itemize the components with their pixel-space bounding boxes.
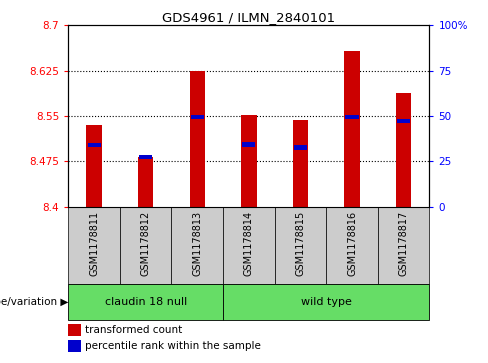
Bar	[326, 207, 378, 285]
Bar	[171, 207, 223, 285]
Bar	[138, 156, 153, 207]
Bar	[397, 119, 410, 123]
Text: percentile rank within the sample: percentile rank within the sample	[84, 341, 261, 351]
Bar	[68, 340, 81, 352]
Text: GSM1178812: GSM1178812	[141, 211, 151, 276]
Bar	[396, 93, 411, 207]
Text: GSM1178811: GSM1178811	[89, 211, 99, 276]
Text: transformed count: transformed count	[84, 325, 182, 335]
Bar	[223, 285, 429, 320]
Bar	[68, 207, 120, 285]
Bar	[223, 207, 275, 285]
Bar	[87, 143, 101, 147]
Text: GSM1178816: GSM1178816	[347, 211, 357, 276]
Bar	[293, 120, 308, 207]
Text: GSM1178814: GSM1178814	[244, 211, 254, 276]
Text: wild type: wild type	[301, 297, 352, 307]
Bar	[191, 115, 204, 119]
Bar	[68, 324, 81, 336]
Text: claudin 18 null: claudin 18 null	[104, 297, 187, 307]
Text: GSM1178817: GSM1178817	[399, 211, 408, 276]
Bar	[120, 207, 171, 285]
Bar	[241, 115, 257, 207]
Bar	[346, 115, 359, 119]
Text: GSM1178813: GSM1178813	[192, 211, 203, 276]
Bar	[68, 285, 223, 320]
Bar	[189, 71, 205, 207]
Text: genotype/variation ▶: genotype/variation ▶	[0, 297, 68, 307]
Bar	[294, 146, 307, 150]
Text: GSM1178815: GSM1178815	[295, 211, 305, 276]
Bar	[378, 207, 429, 285]
Bar	[345, 51, 360, 207]
Bar	[139, 155, 152, 159]
Title: GDS4961 / ILMN_2840101: GDS4961 / ILMN_2840101	[163, 11, 335, 24]
Bar	[86, 125, 102, 207]
Bar	[243, 142, 255, 147]
Bar	[275, 207, 326, 285]
